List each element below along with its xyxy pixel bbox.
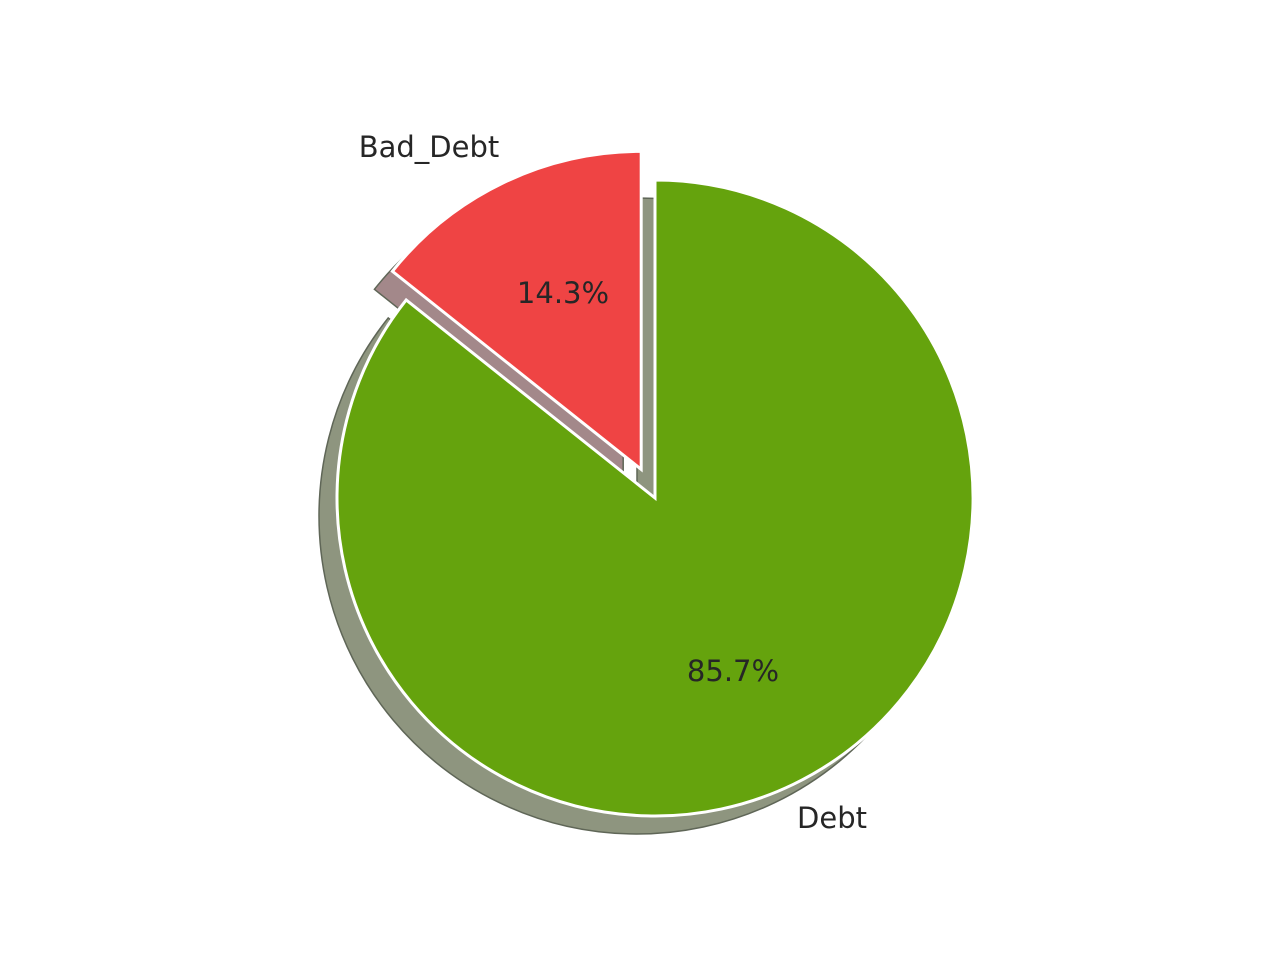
- slice-debt: [335, 178, 975, 818]
- slice-label-debt: Debt: [797, 801, 867, 835]
- text-layer: Bad_Debt Debt 14.3% 85.7%: [359, 130, 867, 835]
- slice-label-bad-debt: Bad_Debt: [359, 130, 500, 164]
- slice-layer: [335, 149, 975, 818]
- slice-bad-debt: [390, 149, 643, 473]
- pct-label-bad-debt: 14.3%: [517, 276, 609, 310]
- pct-label-debt: 85.7%: [687, 654, 779, 688]
